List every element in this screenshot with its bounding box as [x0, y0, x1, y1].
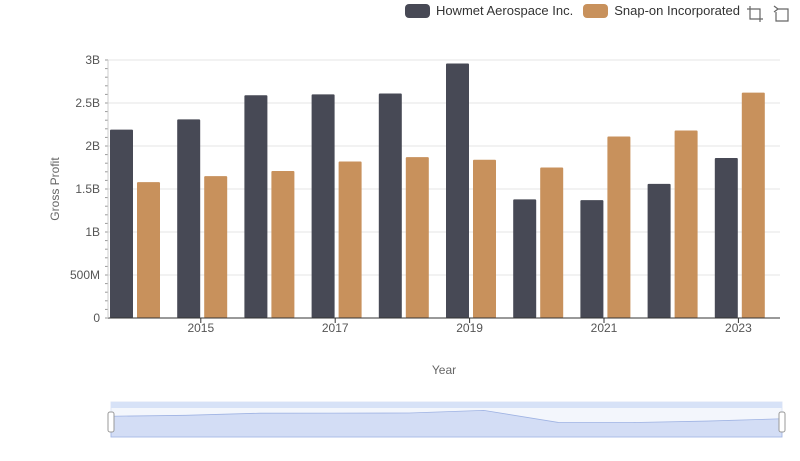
legend-swatch-howmet: [404, 3, 430, 18]
bar-howmet-2020: [513, 199, 537, 318]
legend-swatch-snap-on: [583, 3, 609, 18]
y-tick-label: 1B: [85, 225, 100, 239]
bar-howmet-2021: [580, 200, 604, 318]
legend-item-howmet[interactable]: Howmet Aerospace Inc.: [404, 3, 574, 18]
bar-snap-on-2023: [741, 92, 765, 319]
x-tick-label: 2023: [725, 321, 752, 335]
zoom-slider-top-bar: [111, 402, 782, 408]
bar-snap-on-2019: [473, 159, 496, 318]
y-tick-label: 3B: [85, 53, 100, 67]
chart-toolbar: [746, 5, 790, 23]
zoom-slider-right-handle[interactable]: [778, 411, 786, 433]
bar-howmet-2014: [110, 129, 133, 318]
legend: Howmet Aerospace Inc. Snap-on Incorporat…: [404, 3, 740, 18]
bar-howmet-2015: [177, 119, 201, 318]
zoom-reset-icon[interactable]: [772, 5, 790, 23]
bar-snap-on-2016: [271, 170, 295, 318]
legend-label-howmet: Howmet Aerospace Inc.: [435, 3, 574, 18]
x-axis-title: Year: [432, 363, 456, 377]
legend-item-snap-on[interactable]: Snap-on Incorporated: [583, 3, 740, 18]
bar-snap-on-2015: [204, 176, 228, 318]
bar-howmet-2017: [311, 94, 335, 319]
bar-howmet-2016: [244, 95, 268, 318]
x-tick-label: 2019: [456, 321, 483, 335]
y-tick-label: 2.5B: [75, 96, 100, 110]
bar-snap-on-2014: [137, 182, 160, 318]
bar-snap-on-2017: [338, 161, 362, 318]
x-tick-label: 2015: [187, 321, 214, 335]
bar-snap-on-2022: [674, 130, 698, 318]
bar-snap-on-2020: [540, 167, 564, 318]
bar-snap-on-2018: [405, 157, 429, 318]
bar-howmet-2022: [647, 183, 671, 318]
y-tick-label: 0: [93, 311, 100, 325]
bar-howmet-2019: [446, 63, 469, 318]
y-tick-label: 2B: [85, 139, 100, 153]
zoom-slider-left-handle[interactable]: [107, 411, 115, 433]
x-tick-label: 2017: [322, 321, 349, 335]
y-tick-label: 500M: [70, 268, 100, 282]
x-tick-label: 2021: [591, 321, 618, 335]
legend-label-snap-on: Snap-on Incorporated: [614, 3, 740, 18]
zoom-area-icon[interactable]: [746, 5, 764, 23]
bar-snap-on-2021: [607, 136, 631, 318]
y-tick-label: 1.5B: [75, 182, 100, 196]
y-axis-title: Gross Profit: [48, 157, 62, 221]
bar-howmet-2018: [378, 93, 402, 318]
bar-howmet-2023: [714, 158, 738, 318]
